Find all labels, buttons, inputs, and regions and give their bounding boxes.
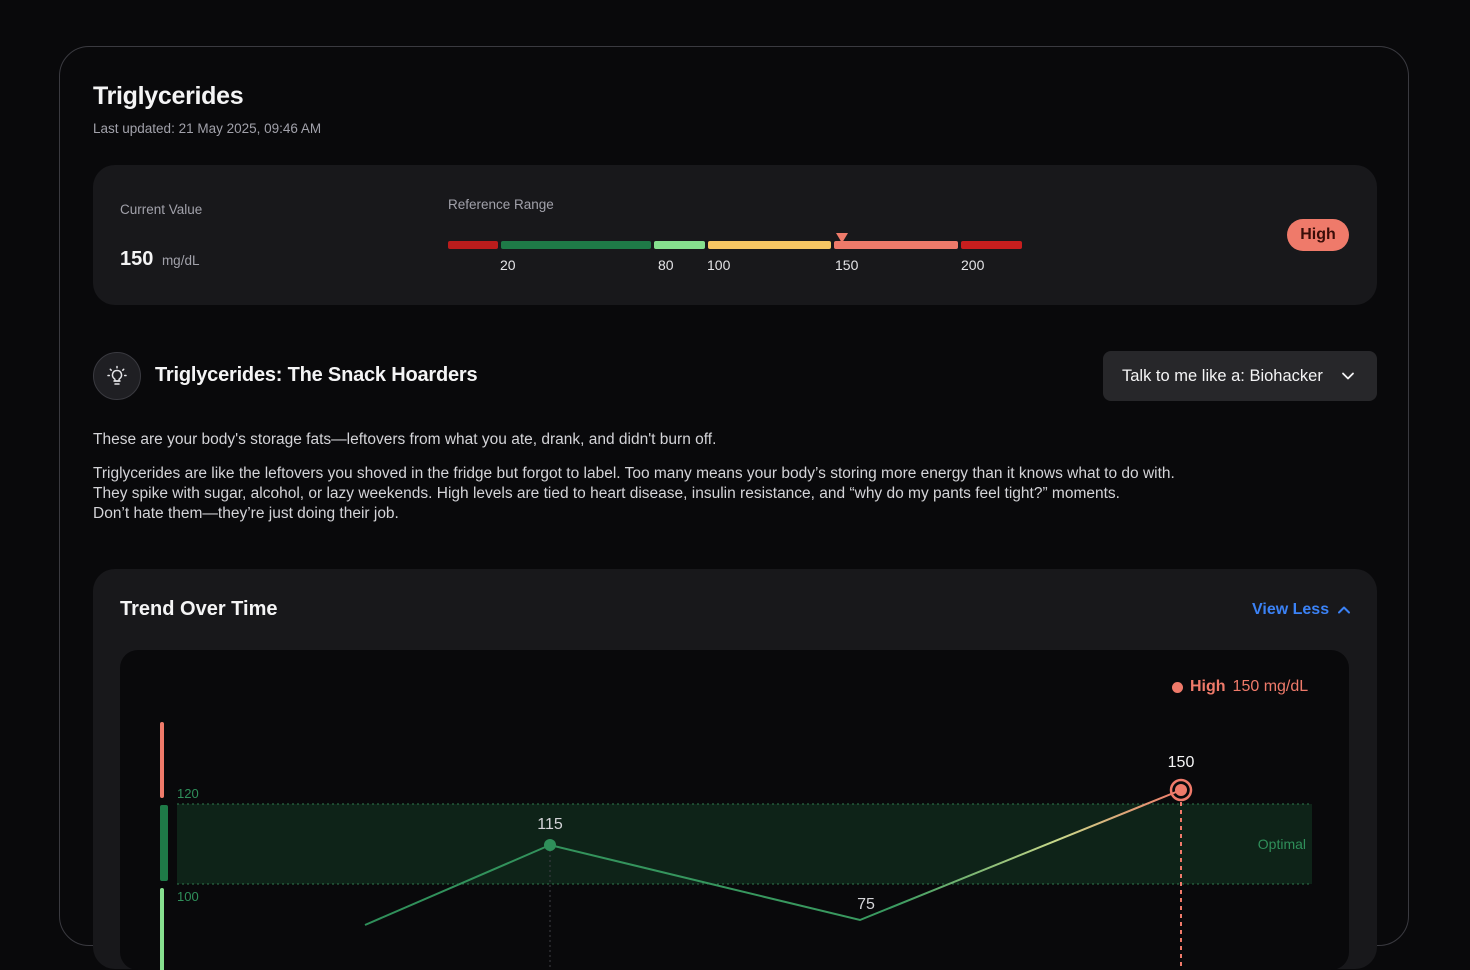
trend-line xyxy=(364,789,1182,926)
range-tick: 100 xyxy=(707,257,731,273)
axis-zone-high xyxy=(160,722,164,798)
trend-title: Trend Over Time xyxy=(120,598,278,620)
tone-select-dropdown[interactable]: Talk to me like a: Biohacker xyxy=(1103,351,1377,401)
lightbulb-icon xyxy=(93,352,141,400)
axis-zone-normal xyxy=(160,888,164,970)
legend-status: High xyxy=(1190,678,1226,695)
range-tick: 150 xyxy=(835,257,859,273)
optimal-band xyxy=(177,804,1312,884)
data-label: 115 xyxy=(537,816,563,833)
insight-detail-line: Triglycerides are like the leftovers you… xyxy=(93,465,1175,482)
trend-chart-svg: Optimal 120 100 115 75 150 xyxy=(160,722,1312,970)
status-badge: High xyxy=(1287,219,1349,251)
last-updated: Last updated: 21 May 2025, 09:46 AM xyxy=(93,121,322,136)
insight-detail-line: Don’t hate them—they’re just doing their… xyxy=(93,505,399,522)
data-label: 75 xyxy=(857,896,875,913)
insight-summary: These are your body's storage fats—lefto… xyxy=(93,431,717,448)
insight-detail-line: They spike with sugar, alcohol, or lazy … xyxy=(93,485,1120,502)
data-point[interactable] xyxy=(544,839,556,851)
reference-range-label: Reference Range xyxy=(448,197,554,212)
view-less-label: View Less xyxy=(1252,601,1330,618)
range-segment-yellow xyxy=(708,241,831,249)
range-segment-light-green xyxy=(654,241,705,249)
range-tick: 200 xyxy=(961,257,985,273)
current-value-number: 150 xyxy=(120,248,154,270)
optimal-label: Optimal xyxy=(1258,836,1306,852)
legend-dot xyxy=(1172,681,1183,693)
range-tick: 20 xyxy=(500,257,516,273)
chevron-down-icon xyxy=(1342,372,1354,380)
tone-select-label: Talk to me like a: Biohacker xyxy=(1122,366,1323,385)
data-point-current[interactable] xyxy=(1175,784,1187,796)
axis-zone-optimal xyxy=(160,805,168,881)
current-point-ring xyxy=(1169,778,1193,802)
data-label: 150 xyxy=(1168,754,1195,771)
legend-value: 150 mg/dL xyxy=(1232,678,1309,695)
range-segment-low-red xyxy=(448,241,498,249)
chart-legend: High 150 mg/dL xyxy=(1172,678,1308,696)
axis-label-120: 120 xyxy=(177,786,199,801)
insight-title: Triglycerides: The Snack Hoarders xyxy=(155,364,478,386)
axis-label-100: 100 xyxy=(177,889,199,904)
current-value: 150 mg/dL xyxy=(120,248,199,271)
range-tick: 80 xyxy=(658,257,674,273)
chevron-up-icon xyxy=(1338,606,1351,614)
trend-chart: High 150 mg/dL Optimal 120 100 xyxy=(120,650,1349,970)
view-less-button[interactable]: View Less xyxy=(1252,601,1351,619)
current-value-marker xyxy=(836,233,848,243)
current-value-label: Current Value xyxy=(120,202,203,217)
range-segment-salmon xyxy=(834,241,958,249)
range-segment-green xyxy=(501,241,651,249)
current-value-unit: mg/dL xyxy=(161,253,200,268)
current-value-panel: Current Value 150 mg/dL Reference Range … xyxy=(93,165,1377,305)
page-title: Triglycerides xyxy=(93,82,244,110)
range-segment-high-red xyxy=(961,241,1022,249)
trend-panel: Trend Over Time View Less High 150 mg/dL xyxy=(93,569,1377,970)
